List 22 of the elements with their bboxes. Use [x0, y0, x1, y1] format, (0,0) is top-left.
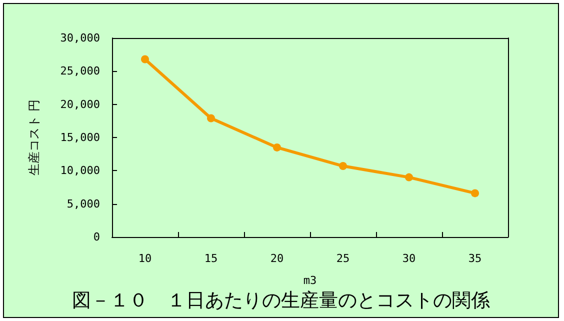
- x-tick-label: 20: [270, 252, 284, 265]
- x-tick-label: 30: [402, 252, 416, 265]
- y-tick-label: 0: [93, 230, 100, 244]
- point: [207, 114, 215, 122]
- y-tick-label: 15,000: [60, 131, 100, 144]
- x-tick-label: 10: [138, 252, 152, 265]
- text: 図－１０ １日あたりの生産量のとコストの関係: [72, 290, 490, 312]
- x-tick-label: 15: [204, 252, 218, 265]
- y-tick-label: 30,000: [60, 32, 100, 44]
- point: [141, 55, 149, 64]
- y-tick-label: 10,000: [60, 164, 100, 178]
- y-tick-label: 25,000: [60, 64, 100, 78]
- x-tick-label: 35: [468, 252, 482, 265]
- y-tick-label: 5,000: [66, 197, 100, 210]
- y-axis-title: 生産コスト 円: [27, 100, 41, 176]
- x-tick-label: 25: [336, 252, 350, 265]
- point: [273, 143, 281, 152]
- point: [339, 162, 347, 170]
- x-axis-title: m3: [303, 274, 317, 287]
- point: [405, 173, 413, 182]
- point: [471, 189, 479, 198]
- y-tick-label: 20,000: [60, 98, 100, 111]
